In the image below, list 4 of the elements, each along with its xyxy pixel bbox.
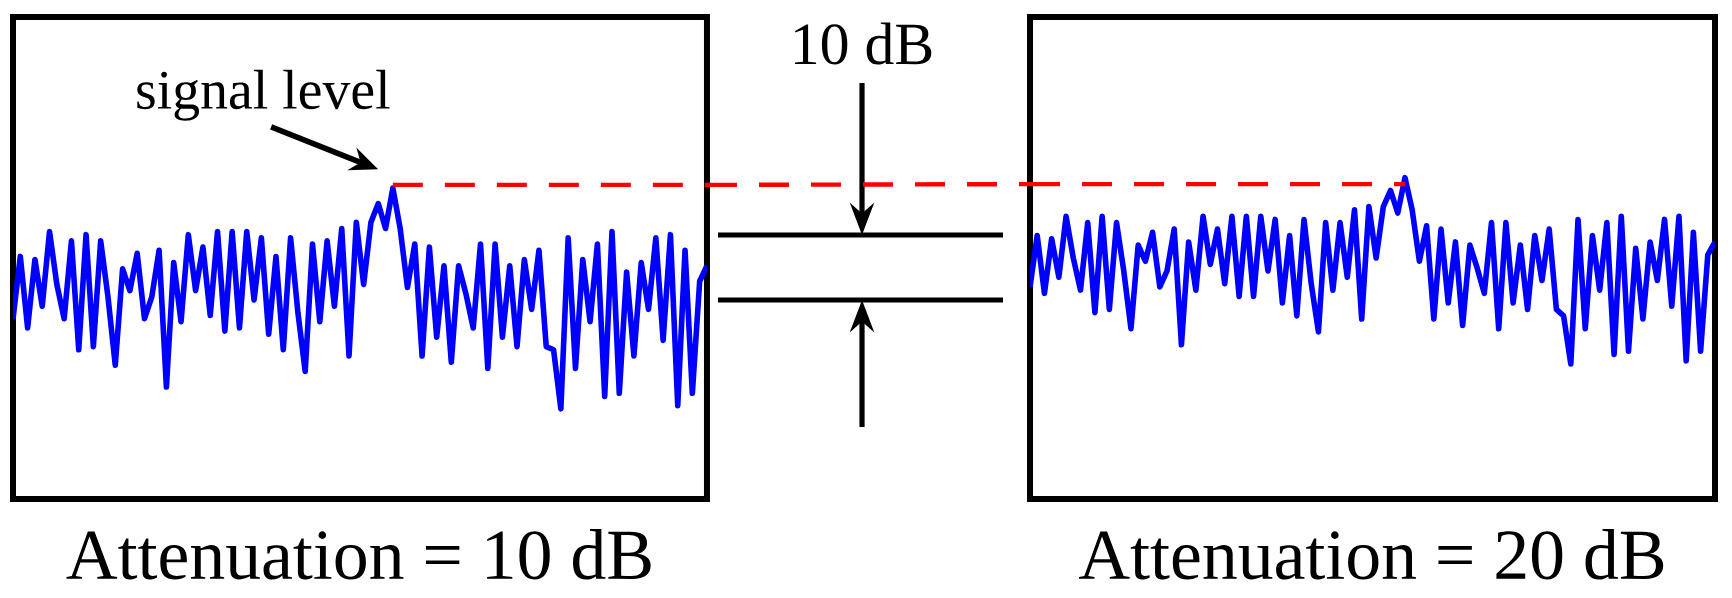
x-axis-title: Attenuation = 10 dB: [66, 529, 651, 580]
x-axis-title: Attenuation = 20 dB: [1079, 529, 1664, 580]
text: 10 dB: [795, 22, 932, 65]
text: signal level: [137, 69, 390, 121]
